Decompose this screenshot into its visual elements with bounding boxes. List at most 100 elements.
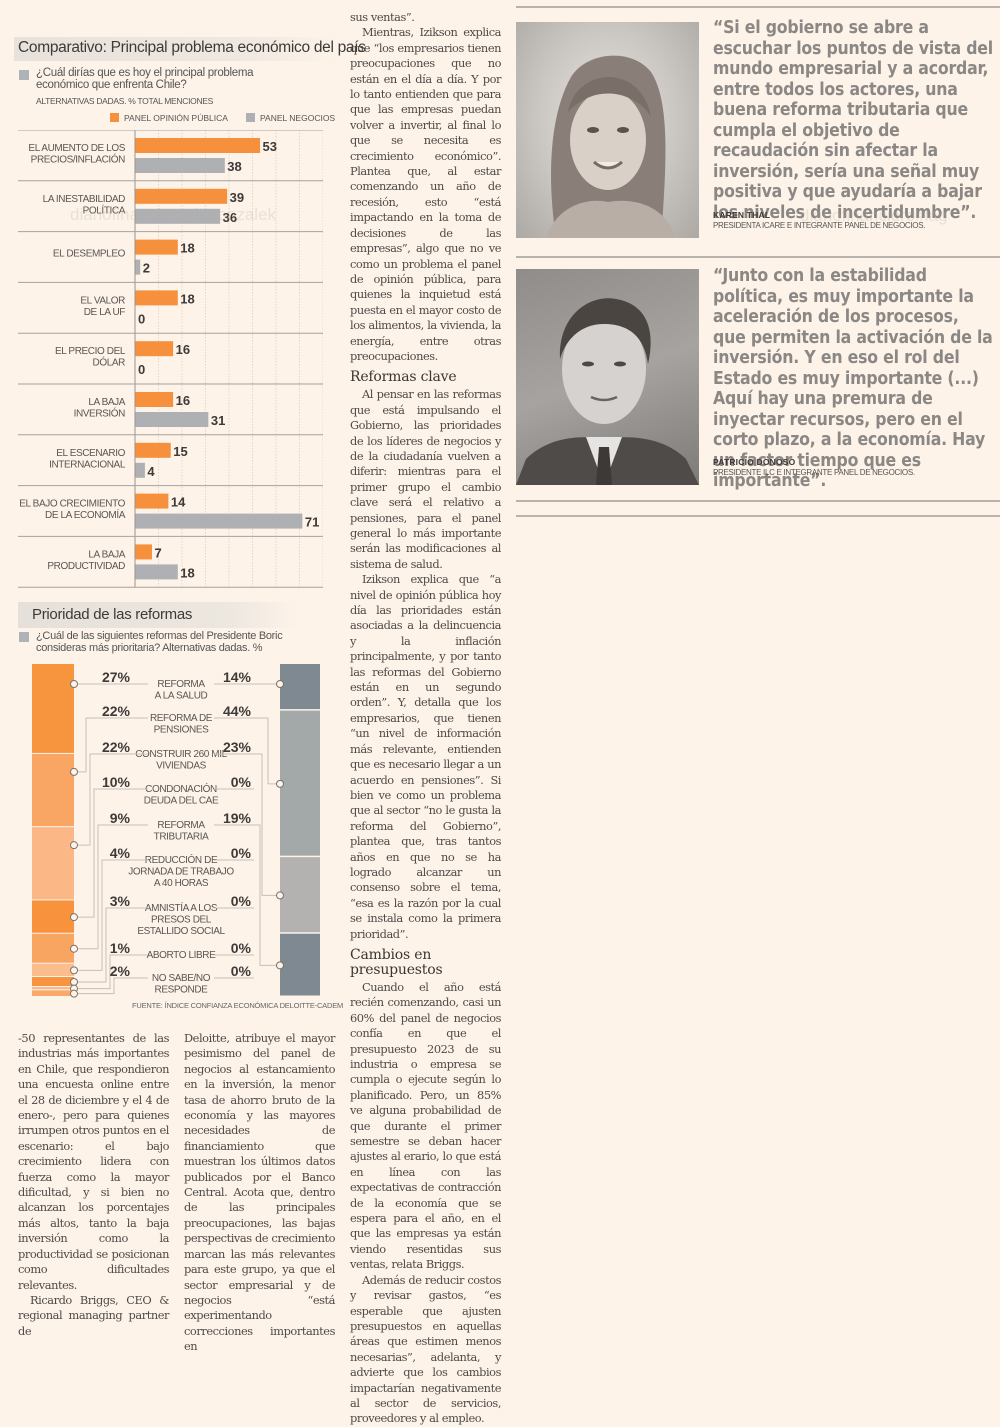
- bar-negocios: [135, 259, 141, 275]
- watermark: diariofinanciero#lag: [800, 206, 948, 225]
- connector-dot: [276, 961, 284, 970]
- connector-dot: [70, 767, 78, 776]
- divider: [516, 6, 1000, 8]
- category-label: EL BAJO CRECIMIENTO DE LA ECONOMÍA: [19, 499, 125, 521]
- article-paragraph: sus ventas”.: [350, 10, 415, 24]
- article-paragraph: Izikson explica que “a nivel de opinión …: [350, 572, 501, 941]
- reform-label: CONDONACIÓN DEUDA DEL CAE: [144, 782, 219, 807]
- quote-author-name: PATRICIO DONOSO: [713, 457, 796, 467]
- quote-author-name: KAREN THAL: [713, 210, 771, 220]
- chart2-stacked-chart: 27% 14% REFORMA A LA SALUD 22% 44% REFORMA DE P…: [32, 664, 320, 998]
- reform-label: REFORMA A LA SALUD: [155, 679, 208, 702]
- bar-negocios: [135, 513, 303, 529]
- data-label: 39: [230, 190, 244, 205]
- quote-author-role: PRESIDENTA ICARE E INTEGRANTE PANEL DE N…: [713, 221, 926, 230]
- connector-line: [74, 859, 148, 971]
- category-label: LA INESTABILIDAD POLÍTICA: [43, 194, 126, 217]
- divider: [516, 515, 1000, 517]
- opinion-publica-value: 27%: [102, 669, 131, 685]
- data-label: 53: [263, 139, 277, 154]
- opinion-publica-value: 2%: [110, 963, 131, 979]
- reform-label: REDUCCIÓN DE JORNADA DE TRABAJO A 40 HORAS: [128, 853, 234, 889]
- section-heading: Cambios en presupuestos: [350, 946, 443, 978]
- article-paragraph: Cuando el año está recién comenzando, ca…: [350, 979, 501, 1272]
- connector-dot: [70, 913, 78, 922]
- opinion-publica-value: 3%: [110, 893, 131, 909]
- chart2-source: FUENTE: ÍNDICE CONFIANZA ECONÓMICA DELOI…: [132, 1001, 344, 1010]
- opinion-publica-value: 10%: [102, 774, 131, 790]
- data-label: 18: [180, 565, 194, 580]
- bar-negocios: [135, 462, 145, 478]
- data-label: 0: [138, 362, 145, 377]
- opinion-publica-value: 9%: [110, 810, 131, 826]
- bar-opinion-publica: [135, 392, 174, 407]
- opinion-publica-value: 22%: [102, 739, 131, 755]
- question-marker-icon: [19, 632, 29, 642]
- data-label: 4: [147, 464, 155, 479]
- connector-dot: [70, 680, 78, 688]
- reform-label: AMNISTÍA A LOS PRESOS DEL ESTALLIDO SOCIAL: [137, 901, 225, 937]
- chart2-question: ¿Cuál de las siguientes reformas del Pre…: [36, 630, 283, 654]
- negocios-value: 0%: [231, 963, 252, 979]
- article-column-middle: sus ventas”. Mientras, Izikson explica qu…: [350, 10, 501, 1427]
- segment-opinion-publica: [32, 753, 74, 827]
- bar-opinion-publica: [135, 239, 178, 255]
- connector-line: [254, 753, 280, 896]
- legend-swatch-negocios: [246, 113, 255, 122]
- article-paragraph: Además de reducir costos y revisar gasto…: [350, 1272, 501, 1426]
- connector-dot: [276, 680, 284, 688]
- connector-line: [74, 788, 148, 918]
- connector-dot: [276, 779, 284, 788]
- data-label: 16: [176, 393, 190, 408]
- negocios-value: 0%: [231, 845, 252, 861]
- portrait-patricio-donoso: [516, 269, 699, 485]
- data-label: 16: [176, 342, 190, 357]
- connector-line: [254, 717, 280, 785]
- connector-dot: [70, 966, 78, 975]
- legend-label-negocios: PANEL NEGOCIOS: [260, 113, 336, 123]
- chart1-title-band: [14, 37, 336, 61]
- article-paragraph: Al pensar en las reformas que está impul…: [350, 387, 501, 571]
- segment-opinion-publica: [32, 987, 74, 990]
- bar-negocios: [135, 564, 178, 580]
- category-label: EL PRECIO DEL DÓLAR: [55, 346, 126, 369]
- connector-line: [74, 824, 148, 950]
- bar-opinion-publica: [135, 493, 169, 509]
- divider: [516, 256, 1000, 258]
- negocios-value: 14%: [223, 669, 252, 685]
- article-paragraph: Mientras, Izikson explica que “los empre…: [350, 25, 501, 363]
- negocios-value: 0%: [231, 774, 252, 790]
- quote-patricio-donoso: “Junto con la estabilidad política, es m…: [713, 266, 993, 491]
- negocios-value: 23%: [223, 739, 252, 755]
- segment-negocios: [280, 710, 320, 856]
- category-label: EL VALOR DE LA UF: [80, 295, 125, 318]
- connector-line: [74, 954, 148, 990]
- data-label: 18: [180, 291, 194, 306]
- data-label: 7: [154, 545, 161, 560]
- connector-line: [74, 717, 148, 773]
- bar-negocios: [135, 158, 225, 173]
- bar-opinion-publica: [135, 290, 178, 306]
- opinion-publica-value: 22%: [102, 703, 131, 719]
- bar-negocios: [135, 412, 209, 427]
- article-column-bottom-middle: Deloitte, atribuye el mayor pesimismo de…: [184, 1031, 335, 1355]
- portrait-man-icon: [516, 298, 699, 485]
- watermark: diariofinanciero#lagonzalek: [70, 205, 277, 224]
- connector-dot: [70, 944, 78, 953]
- data-label: 15: [173, 444, 187, 459]
- connector-line: [74, 907, 148, 983]
- segment-negocios: [280, 933, 320, 996]
- category-label: EL ESCENARIO INTERNACIONAL: [49, 448, 126, 471]
- reform-label: ABORTO LIBRE: [147, 950, 216, 961]
- chart1-title: Comparativo: Principal problema económic…: [18, 39, 366, 56]
- bar-opinion-publica: [135, 138, 261, 153]
- bar-negocios: [135, 208, 221, 224]
- segment-negocios: [280, 664, 320, 710]
- connector-line: [74, 753, 148, 846]
- segment-opinion-publica: [32, 900, 74, 933]
- negocios-value: 44%: [223, 703, 252, 719]
- connector-line: [74, 977, 148, 995]
- bar-opinion-publica: [135, 544, 152, 560]
- data-label: 14: [171, 495, 186, 510]
- opinion-publica-value: 4%: [110, 845, 131, 861]
